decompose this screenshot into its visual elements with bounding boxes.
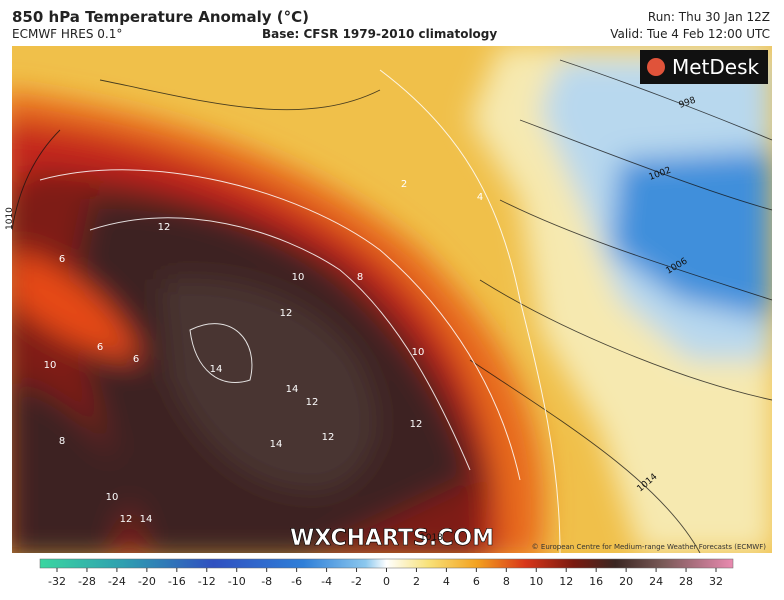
colorbar-label: -12 — [198, 575, 216, 588]
contour-label: 14 — [140, 514, 153, 525]
colorbar-label: 4 — [443, 575, 450, 588]
contour-label: 12 — [280, 308, 293, 319]
contour-label: 6 — [133, 354, 139, 365]
watermark: WXCHARTS.COM — [290, 526, 494, 551]
contour-label: 10 — [412, 347, 425, 358]
contour-label: 6 — [59, 254, 65, 265]
contour-label: 8 — [59, 436, 65, 447]
logo-icon — [647, 58, 665, 76]
run: Run: Thu 30 Jan 12Z — [647, 10, 770, 24]
colorbar-label: -2 — [351, 575, 362, 588]
contour-label: 12 — [120, 514, 133, 525]
model: ECMWF HRES 0.1° — [12, 27, 123, 41]
contour-label: 8 — [357, 272, 363, 283]
colorbar-label: 10 — [529, 575, 543, 588]
colorbar-label: -32 — [48, 575, 66, 588]
colorbar-label: -4 — [321, 575, 332, 588]
colorbar-label: 2 — [413, 575, 420, 588]
colorbar-label: 24 — [649, 575, 663, 588]
isobar-label: 1010 — [5, 207, 15, 230]
colorbar-label: 8 — [503, 575, 510, 588]
contour-label: 4 — [477, 192, 483, 203]
contour-label: 6 — [97, 342, 103, 353]
colorbar-label: 20 — [619, 575, 633, 588]
colorbar-label: -8 — [261, 575, 272, 588]
contour-label: 12 — [158, 222, 171, 233]
colorbar-label: -24 — [108, 575, 126, 588]
colorbar — [39, 558, 734, 569]
map-field — [12, 46, 772, 553]
title: 850 hPa Temperature Anomaly (°C) — [12, 8, 309, 26]
colorbar-label: 12 — [559, 575, 573, 588]
contour-label: 14 — [210, 364, 223, 375]
colorbar-label: 32 — [709, 575, 723, 588]
colorbar-label: -6 — [291, 575, 302, 588]
contour-label: 14 — [270, 439, 283, 450]
valid: Valid: Tue 4 Feb 12:00 UTC — [610, 27, 770, 41]
colorbar-label: -28 — [78, 575, 96, 588]
contour-label: 14 — [286, 384, 299, 395]
colorbar-label: -16 — [168, 575, 186, 588]
contour-label: 10 — [292, 272, 305, 283]
isobar-label: 1018 — [420, 533, 443, 543]
contour-label: 12 — [322, 432, 335, 443]
contour-label: 12 — [410, 419, 423, 430]
colorbar-label: 16 — [589, 575, 603, 588]
contour-label: 10 — [44, 360, 57, 371]
contour-label: 10 — [106, 492, 119, 503]
colorbar-label: -10 — [228, 575, 246, 588]
colorbar-label: -20 — [138, 575, 156, 588]
colorbar-label: 0 — [383, 575, 390, 588]
colorbar-label: 28 — [679, 575, 693, 588]
logo: MetDesk — [672, 55, 760, 79]
colorbar-label: 6 — [473, 575, 480, 588]
base: Base: CFSR 1979-2010 climatology — [262, 27, 498, 41]
credit: © European Centre for Medium-range Weath… — [532, 543, 767, 551]
contour-label: 2 — [401, 179, 407, 190]
contour-label: 12 — [306, 397, 319, 408]
